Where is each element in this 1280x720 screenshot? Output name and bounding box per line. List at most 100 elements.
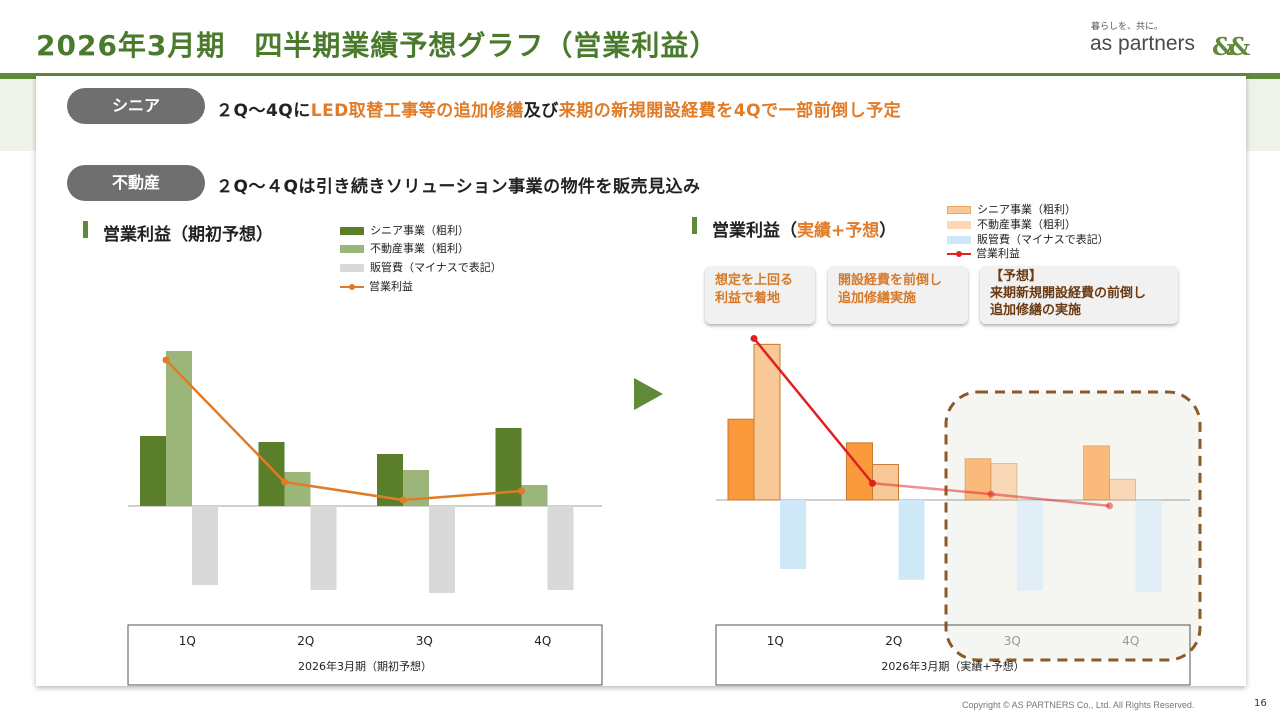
x-tick-label: 2Q bbox=[885, 634, 902, 648]
x-tick-label: 2Q bbox=[297, 634, 314, 648]
x-tick-label: 4Q bbox=[534, 634, 551, 648]
logo-tagline: 暮らしを、共に。 bbox=[1091, 22, 1164, 32]
forecast-highlight-box bbox=[944, 390, 1202, 662]
x-tick-label: 3Q bbox=[1004, 634, 1021, 648]
callout-forecast: 【予想】 来期新規開設経費の前倒し 追加修繕の実施 bbox=[980, 266, 1178, 324]
line-point bbox=[518, 487, 525, 495]
right-title-suffix: ） bbox=[879, 221, 897, 241]
line-point bbox=[399, 496, 407, 504]
legend-item: 販管費（マイナスで表記） bbox=[947, 233, 1109, 246]
bar-sga bbox=[1017, 500, 1043, 591]
callout-actual-1q: 想定を上回る 利益で着地 bbox=[705, 266, 815, 324]
legend-item: 不動産事業（粗利） bbox=[947, 218, 1076, 231]
note-segment: 及び bbox=[523, 101, 559, 121]
legend-item: 販管費（マイナスで表記） bbox=[340, 261, 502, 274]
legend-item: 営業利益 bbox=[340, 280, 413, 293]
section-marker bbox=[692, 217, 697, 234]
line-point bbox=[750, 334, 758, 342]
callout-actual-2q: 開設経費を前倒し 追加修繕実施 bbox=[828, 266, 968, 324]
right-title-accent: 実績+予想 bbox=[797, 221, 880, 241]
line-point bbox=[869, 479, 876, 487]
play-arrow-icon bbox=[634, 378, 663, 410]
bar-sga bbox=[192, 506, 218, 585]
x-tick-label: 3Q bbox=[416, 634, 433, 648]
header: 2026年3月期 四半期業績予想グラフ（営業利益） 暮らしを、共に。 as pa… bbox=[0, 0, 1280, 75]
left-chart-title: 営業利益（期初予想） bbox=[103, 225, 273, 245]
x-tick-label: 1Q bbox=[767, 634, 784, 648]
legend-item: シニア事業（粗利） bbox=[947, 203, 1076, 216]
axis-table bbox=[715, 624, 1191, 686]
note-segment: LED取替工事等の追加修繕 bbox=[310, 101, 524, 121]
legend-item: 営業利益 bbox=[947, 247, 1020, 260]
bar-sga bbox=[429, 506, 455, 593]
legend-label: 営業利益 bbox=[369, 280, 413, 293]
right-chart-title: 営業利益（実績+予想） bbox=[712, 216, 896, 241]
line-segment bbox=[402, 489, 522, 502]
legend-line-swatch bbox=[340, 282, 364, 292]
line-segment bbox=[872, 482, 992, 496]
bar-senior bbox=[727, 418, 755, 501]
legend-swatch bbox=[340, 245, 364, 253]
line-point bbox=[162, 356, 170, 364]
legend-label: 不動産事業（粗利） bbox=[370, 242, 469, 255]
line-point bbox=[1106, 502, 1113, 510]
line-point bbox=[281, 478, 288, 486]
legend-swatch bbox=[947, 206, 971, 214]
bar-real-estate bbox=[872, 464, 899, 501]
bar-real-estate bbox=[1109, 478, 1136, 501]
legend-label: 販管費（マイナスで表記） bbox=[370, 261, 502, 274]
line-segment bbox=[284, 480, 404, 502]
x-tick-label: 4Q bbox=[1122, 634, 1139, 648]
legend-item: 不動産事業（粗利） bbox=[340, 242, 469, 255]
note-segment: ２Q～4Qに bbox=[216, 101, 311, 121]
note-segment: 来期の新規開設経費を4Qで一部前倒し予定 bbox=[558, 101, 902, 121]
legend-swatch bbox=[340, 227, 364, 235]
bar-senior bbox=[1083, 445, 1110, 501]
bar-sga bbox=[310, 506, 337, 590]
segment-badge-real-estate: 不動産 bbox=[67, 165, 205, 201]
page-number: 16 bbox=[1254, 698, 1267, 709]
line-segment bbox=[990, 492, 1110, 508]
bar-senior bbox=[258, 442, 285, 506]
legend-label: 不動産事業（粗利） bbox=[977, 218, 1076, 231]
legend-label: シニア事業（粗利） bbox=[977, 203, 1076, 216]
legend-label: 営業利益 bbox=[976, 247, 1020, 260]
line-point bbox=[987, 490, 995, 498]
line-segment bbox=[753, 337, 874, 485]
callout-text: 【予想】 来期新規開設経費の前倒し 追加修繕の実施 bbox=[990, 269, 1147, 318]
legend-label: 販管費（マイナスで表記） bbox=[977, 233, 1109, 246]
x-axis-label: 2026年3月期（実績+予想） bbox=[881, 659, 1024, 673]
copyright: Copyright © AS PARTNERS Co., Ltd. All Ri… bbox=[962, 700, 1195, 710]
note-segment: ２Q～４Qは引き続きソリューション事業の物件を販売見込み bbox=[216, 177, 701, 197]
bar-sga bbox=[898, 500, 925, 580]
x-tick-label: 1Q bbox=[179, 634, 196, 648]
axis-table bbox=[127, 624, 603, 686]
legend-label: シニア事業（粗利） bbox=[370, 224, 469, 237]
bar-real-estate bbox=[753, 343, 781, 501]
bar-real-estate bbox=[284, 472, 311, 506]
right-title-prefix: 営業利益（ bbox=[712, 221, 797, 241]
callout-text: 開設経費を前倒し 追加修繕実施 bbox=[838, 273, 943, 306]
logo: as partners bbox=[1090, 32, 1196, 55]
section-marker bbox=[83, 221, 88, 238]
legend-swatch bbox=[947, 236, 971, 244]
bar-sga bbox=[547, 506, 574, 590]
line-segment bbox=[165, 359, 286, 483]
bar-real-estate bbox=[521, 485, 548, 506]
logo-mark-icon: && bbox=[1212, 32, 1250, 61]
segment-badge-senior: シニア bbox=[67, 88, 205, 124]
senior-note: ２Q～4QにLED取替工事等の追加修繕及び来期の新規開設経費を4Qで一部前倒し予… bbox=[216, 96, 901, 121]
bar-sga bbox=[780, 500, 806, 569]
bar-senior bbox=[846, 442, 873, 501]
legend-item: シニア事業（粗利） bbox=[340, 224, 469, 237]
callout-text: 想定を上回る 利益で着地 bbox=[715, 273, 794, 306]
page-title: 2026年3月期 四半期業績予想グラフ（営業利益） bbox=[36, 29, 719, 62]
bar-sga bbox=[1135, 500, 1162, 592]
legend-swatch bbox=[340, 264, 364, 272]
legend-line-swatch bbox=[947, 249, 971, 259]
bar-senior bbox=[140, 436, 166, 506]
legend-swatch bbox=[947, 221, 971, 229]
x-axis-label: 2026年3月期（期初予想） bbox=[298, 659, 432, 673]
